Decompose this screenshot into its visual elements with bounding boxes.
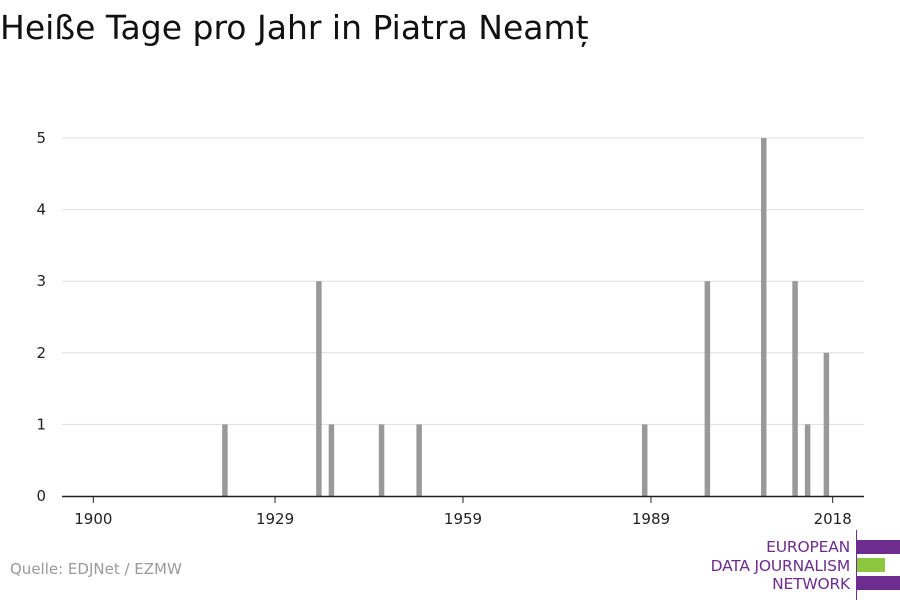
bar-1952[interactable] xyxy=(416,424,422,496)
bar-1921[interactable] xyxy=(222,424,228,496)
y-axis-ticks: 0 1 2 3 4 5 xyxy=(36,129,46,505)
bar-2012[interactable] xyxy=(792,281,798,496)
y-tick-label: 3 xyxy=(36,272,46,290)
logo-bar-purple-top xyxy=(857,540,900,554)
bar-1946[interactable] xyxy=(378,424,385,496)
edjnet-logo[interactable]: EUROPEAN DATA JOURNALISM NETWORK xyxy=(700,530,900,600)
bar-2007[interactable] xyxy=(761,138,767,496)
bar-chart: 1900 1929 1959 1989 2018 0 1 2 3 4 5 xyxy=(36,129,864,528)
x-tick-label: 2018 xyxy=(814,510,852,528)
x-tick-label: 1929 xyxy=(256,510,294,528)
y-tick-label: 5 xyxy=(36,129,46,147)
logo-line-data-journalism: DATA JOURNALISM xyxy=(710,557,851,575)
bar-1998[interactable] xyxy=(704,281,711,496)
bars xyxy=(222,138,830,496)
y-tick-label: 0 xyxy=(36,487,46,505)
bar-2017[interactable] xyxy=(823,352,830,496)
x-tick-label: 1989 xyxy=(632,510,670,528)
logo-bar-green xyxy=(857,558,885,572)
x-tick-label: 1900 xyxy=(74,510,112,528)
bar-1938[interactable] xyxy=(328,424,335,496)
logo-bar-purple-bottom xyxy=(857,576,900,590)
x-axis-ticks: 1900 1929 1959 1989 2018 xyxy=(74,496,852,528)
bar-1988[interactable] xyxy=(641,424,648,496)
chart-title: Heiße Tage pro Jahr in Piatra Neamț xyxy=(0,8,589,47)
bar-1936[interactable] xyxy=(316,281,322,496)
source-note: Quelle: EDJNet / EZMW xyxy=(10,560,182,578)
y-tick-label: 2 xyxy=(36,344,46,362)
grid-lines xyxy=(62,137,864,425)
bar-2014[interactable] xyxy=(804,424,811,496)
y-tick-label: 1 xyxy=(36,415,46,433)
y-tick-label: 4 xyxy=(36,201,46,219)
logo-line-european: EUROPEAN xyxy=(766,538,850,556)
logo-divider xyxy=(856,530,857,600)
logo-line-network: NETWORK xyxy=(772,575,850,593)
x-tick-label: 1959 xyxy=(444,510,482,528)
